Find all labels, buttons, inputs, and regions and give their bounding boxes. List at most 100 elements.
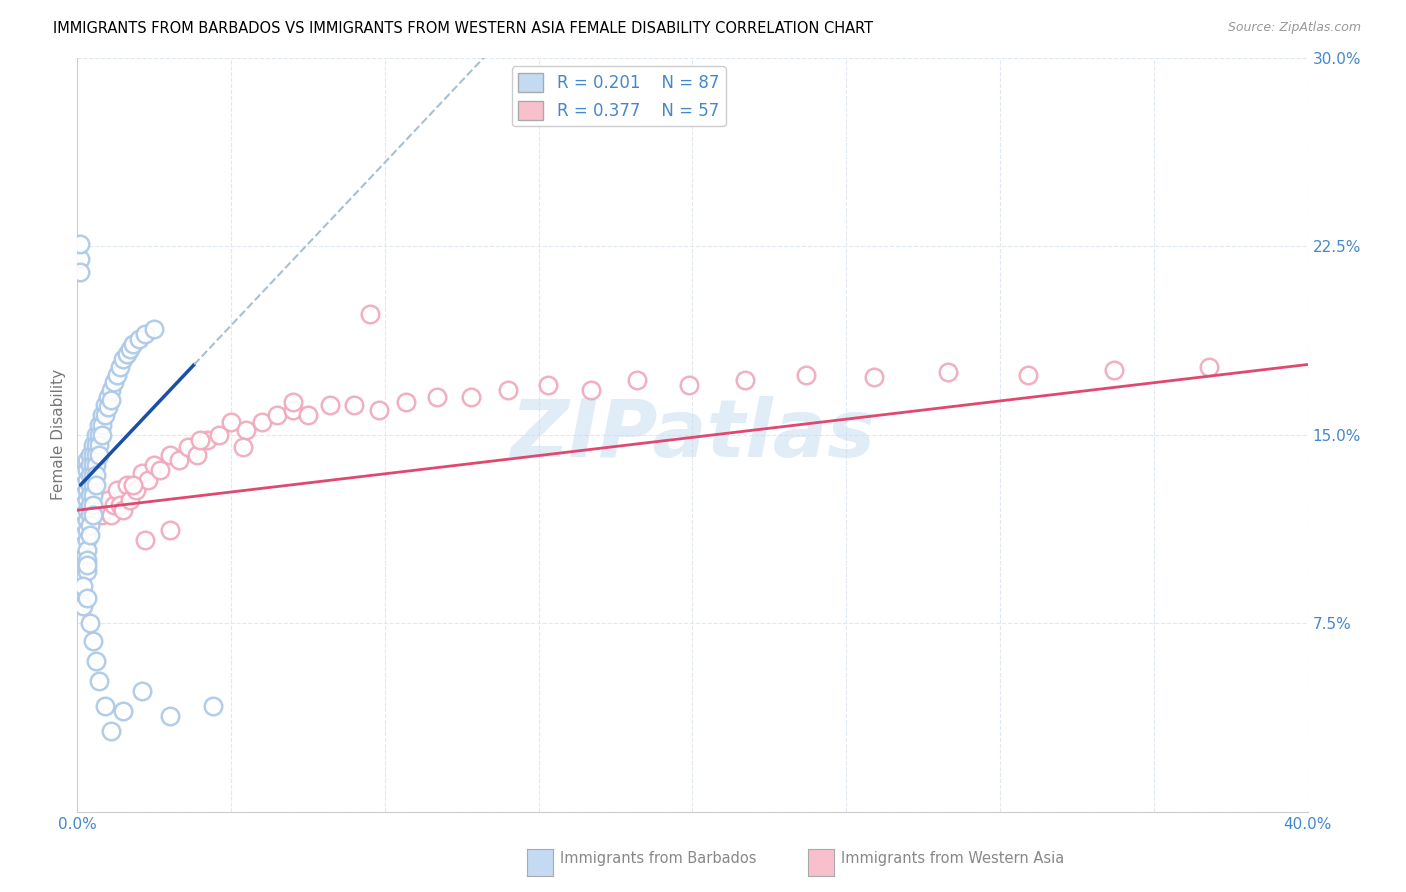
Point	[188, 433, 212, 447]
Point	[79, 468, 101, 483]
Point	[1198, 359, 1220, 374]
Point	[79, 488, 101, 502]
Legend: R = 0.201    N = 87, R = 0.377    N = 57: R = 0.201 N = 87, R = 0.377 N = 57	[512, 66, 725, 127]
Point	[266, 408, 288, 422]
Point	[90, 417, 114, 432]
Point	[115, 478, 138, 492]
Point	[82, 498, 104, 512]
Point	[72, 579, 94, 593]
Point	[177, 441, 200, 455]
Point	[76, 483, 98, 497]
Point	[76, 493, 98, 508]
Point	[87, 448, 110, 462]
Point	[79, 528, 101, 542]
Point	[125, 483, 148, 497]
Point	[250, 415, 273, 429]
Point	[76, 543, 98, 558]
Point	[121, 337, 143, 351]
Point	[186, 448, 208, 462]
Point	[76, 473, 98, 487]
Point	[76, 453, 98, 467]
Point	[87, 438, 110, 452]
Point	[87, 428, 110, 442]
Point	[118, 343, 141, 357]
Point	[235, 423, 257, 437]
Y-axis label: Female Disability: Female Disability	[51, 369, 66, 500]
Point	[201, 699, 224, 714]
Point	[100, 383, 122, 397]
Point	[734, 373, 756, 387]
Point	[76, 503, 98, 517]
Point	[863, 370, 886, 384]
Point	[82, 458, 104, 472]
Point	[84, 478, 107, 492]
Point	[90, 508, 114, 523]
Point	[94, 398, 117, 412]
Point	[167, 453, 190, 467]
Point	[395, 395, 418, 409]
Point	[87, 498, 110, 512]
Point	[110, 498, 132, 512]
Point	[69, 252, 91, 266]
Point	[678, 377, 700, 392]
Point	[1017, 368, 1039, 382]
Point	[318, 398, 340, 412]
Point	[82, 448, 104, 462]
Point	[118, 493, 141, 508]
Point	[343, 398, 366, 412]
Point	[76, 503, 98, 517]
Text: ZIPatlas: ZIPatlas	[510, 396, 875, 474]
Point	[84, 468, 107, 483]
Point	[626, 373, 648, 387]
Point	[79, 518, 101, 533]
Point	[69, 518, 91, 533]
Point	[90, 428, 114, 442]
Point	[76, 524, 98, 538]
Point	[159, 709, 181, 723]
Point	[794, 368, 817, 382]
Point	[1102, 362, 1125, 376]
Point	[195, 433, 218, 447]
Point	[84, 438, 107, 452]
Point	[97, 390, 120, 404]
Point	[537, 377, 560, 392]
Point	[82, 633, 104, 648]
Point	[79, 448, 101, 462]
Point	[112, 704, 135, 718]
Point	[72, 466, 94, 480]
Point	[79, 498, 101, 512]
Point	[72, 508, 94, 523]
Point	[72, 498, 94, 512]
Point	[79, 478, 101, 492]
Point	[94, 503, 117, 517]
Point	[79, 498, 101, 512]
Point	[90, 408, 114, 422]
Point	[143, 458, 166, 472]
Point	[76, 553, 98, 567]
Point	[103, 375, 125, 389]
Point	[84, 428, 107, 442]
Point	[72, 528, 94, 542]
Point	[87, 674, 110, 689]
Point	[110, 359, 132, 374]
Point	[159, 448, 181, 462]
Point	[103, 498, 125, 512]
Point	[72, 599, 94, 613]
Point	[94, 408, 117, 422]
Point	[121, 478, 143, 492]
Point	[134, 533, 156, 548]
Point	[100, 508, 122, 523]
Point	[69, 264, 91, 278]
Point	[76, 463, 98, 477]
Point	[134, 327, 156, 342]
Point	[69, 483, 91, 497]
Text: Immigrants from Western Asia: Immigrants from Western Asia	[841, 851, 1064, 865]
Point	[105, 483, 128, 497]
Point	[79, 508, 101, 523]
Text: IMMIGRANTS FROM BARBADOS VS IMMIGRANTS FROM WESTERN ASIA FEMALE DISABILITY CORRE: IMMIGRANTS FROM BARBADOS VS IMMIGRANTS F…	[53, 21, 873, 36]
Point	[76, 591, 98, 606]
Point	[136, 473, 159, 487]
Point	[359, 307, 381, 321]
Point	[72, 478, 94, 492]
Point	[82, 468, 104, 483]
